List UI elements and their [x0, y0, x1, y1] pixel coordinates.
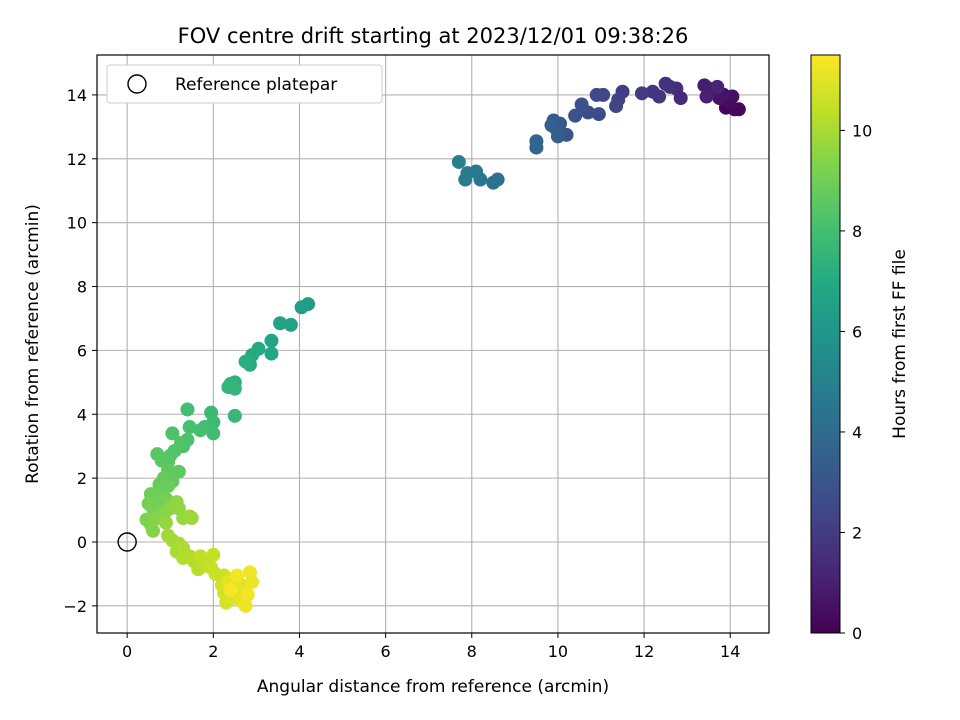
x-tick-label: 10 [548, 642, 568, 661]
legend-entry: Reference platepar [175, 75, 337, 95]
data-point [184, 511, 199, 526]
data-point [544, 118, 559, 133]
y-axis-label: Rotation from reference (arcmin) [23, 204, 43, 484]
data-point [238, 354, 253, 369]
data-point [568, 108, 583, 123]
points-layer [139, 76, 746, 613]
colorbar-tick-label: 0 [852, 624, 862, 643]
x-tick-label: 4 [294, 642, 304, 661]
x-tick-label: 12 [634, 642, 654, 661]
y-tick-label: 6 [77, 341, 87, 360]
data-point [591, 107, 606, 122]
data-point [294, 300, 309, 315]
data-point [589, 87, 604, 102]
data-point [710, 79, 725, 94]
x-tick-label: 14 [720, 642, 740, 661]
data-point [146, 523, 160, 538]
data-point [451, 154, 466, 169]
y-tick-label: 14 [67, 86, 87, 105]
x-tick-label: 0 [122, 642, 132, 661]
x-ticks: 0 2 4 6 8 10 12 14 [122, 633, 740, 661]
data-point [550, 129, 565, 144]
data-point [658, 76, 673, 91]
y-tick-label: 12 [67, 150, 87, 169]
colorbar-tick-label: 4 [852, 423, 862, 442]
data-point [486, 175, 501, 190]
plot-frame [96, 54, 770, 634]
colorbar-tick-label: 8 [852, 222, 862, 241]
colorbar-tick-label: 10 [852, 121, 872, 140]
data-point [283, 317, 298, 332]
data-point [238, 598, 253, 613]
data-point [193, 549, 208, 564]
y-tick-label: 8 [77, 278, 87, 297]
gridlines [97, 55, 769, 633]
colorbar-gradient [810, 54, 841, 634]
data-point [699, 89, 714, 104]
data-point [609, 99, 624, 114]
legend-marker [127, 74, 147, 94]
chart-title: FOV centre drift starting at 2023/12/01 … [178, 24, 689, 48]
data-point [264, 346, 279, 361]
legend: Reference platepar [106, 64, 383, 104]
colorbar: 0 2 4 6 8 10 Hours from first FF file [810, 54, 910, 643]
reference-marker [117, 532, 137, 552]
data-point [645, 84, 660, 99]
data-point [180, 402, 195, 417]
data-point [634, 86, 649, 101]
y-ticks: −2 0 2 4 6 8 10 12 14 [63, 86, 97, 616]
colorbar-ticks: 0 2 4 6 8 10 [840, 121, 872, 643]
colorbar-label: Hours from first FF file [890, 249, 910, 439]
data-point [273, 316, 288, 331]
data-point [182, 420, 197, 435]
legend-box [106, 64, 383, 104]
data-point [193, 423, 208, 438]
data-point [574, 97, 589, 112]
data-point [731, 102, 746, 117]
data-point [158, 515, 173, 530]
data-point [165, 426, 180, 441]
data-point [176, 550, 191, 565]
data-point [264, 333, 279, 348]
x-tick-label: 6 [381, 642, 391, 661]
y-tick-label: 4 [77, 405, 87, 424]
data-point [242, 565, 257, 580]
data-point [697, 78, 712, 93]
data-point [227, 381, 242, 396]
y-tick-label: 2 [77, 469, 87, 488]
y-tick-label: 10 [67, 214, 87, 233]
x-tick-label: 2 [208, 642, 218, 661]
data-point [161, 479, 176, 494]
data-point [230, 568, 244, 583]
data-point [227, 408, 242, 423]
colorbar-tick-label: 6 [852, 322, 862, 341]
y-tick-label: −2 [63, 597, 87, 616]
data-point [223, 582, 238, 597]
x-tick-label: 8 [467, 642, 477, 661]
x-axis-label: Angular distance from reference (arcmin) [257, 677, 609, 697]
data-point [240, 587, 255, 602]
data-point [206, 547, 221, 562]
y-tick-label: 0 [77, 533, 87, 552]
colorbar-tick-label: 2 [852, 523, 862, 542]
data-point [458, 172, 473, 187]
data-point [529, 140, 544, 155]
